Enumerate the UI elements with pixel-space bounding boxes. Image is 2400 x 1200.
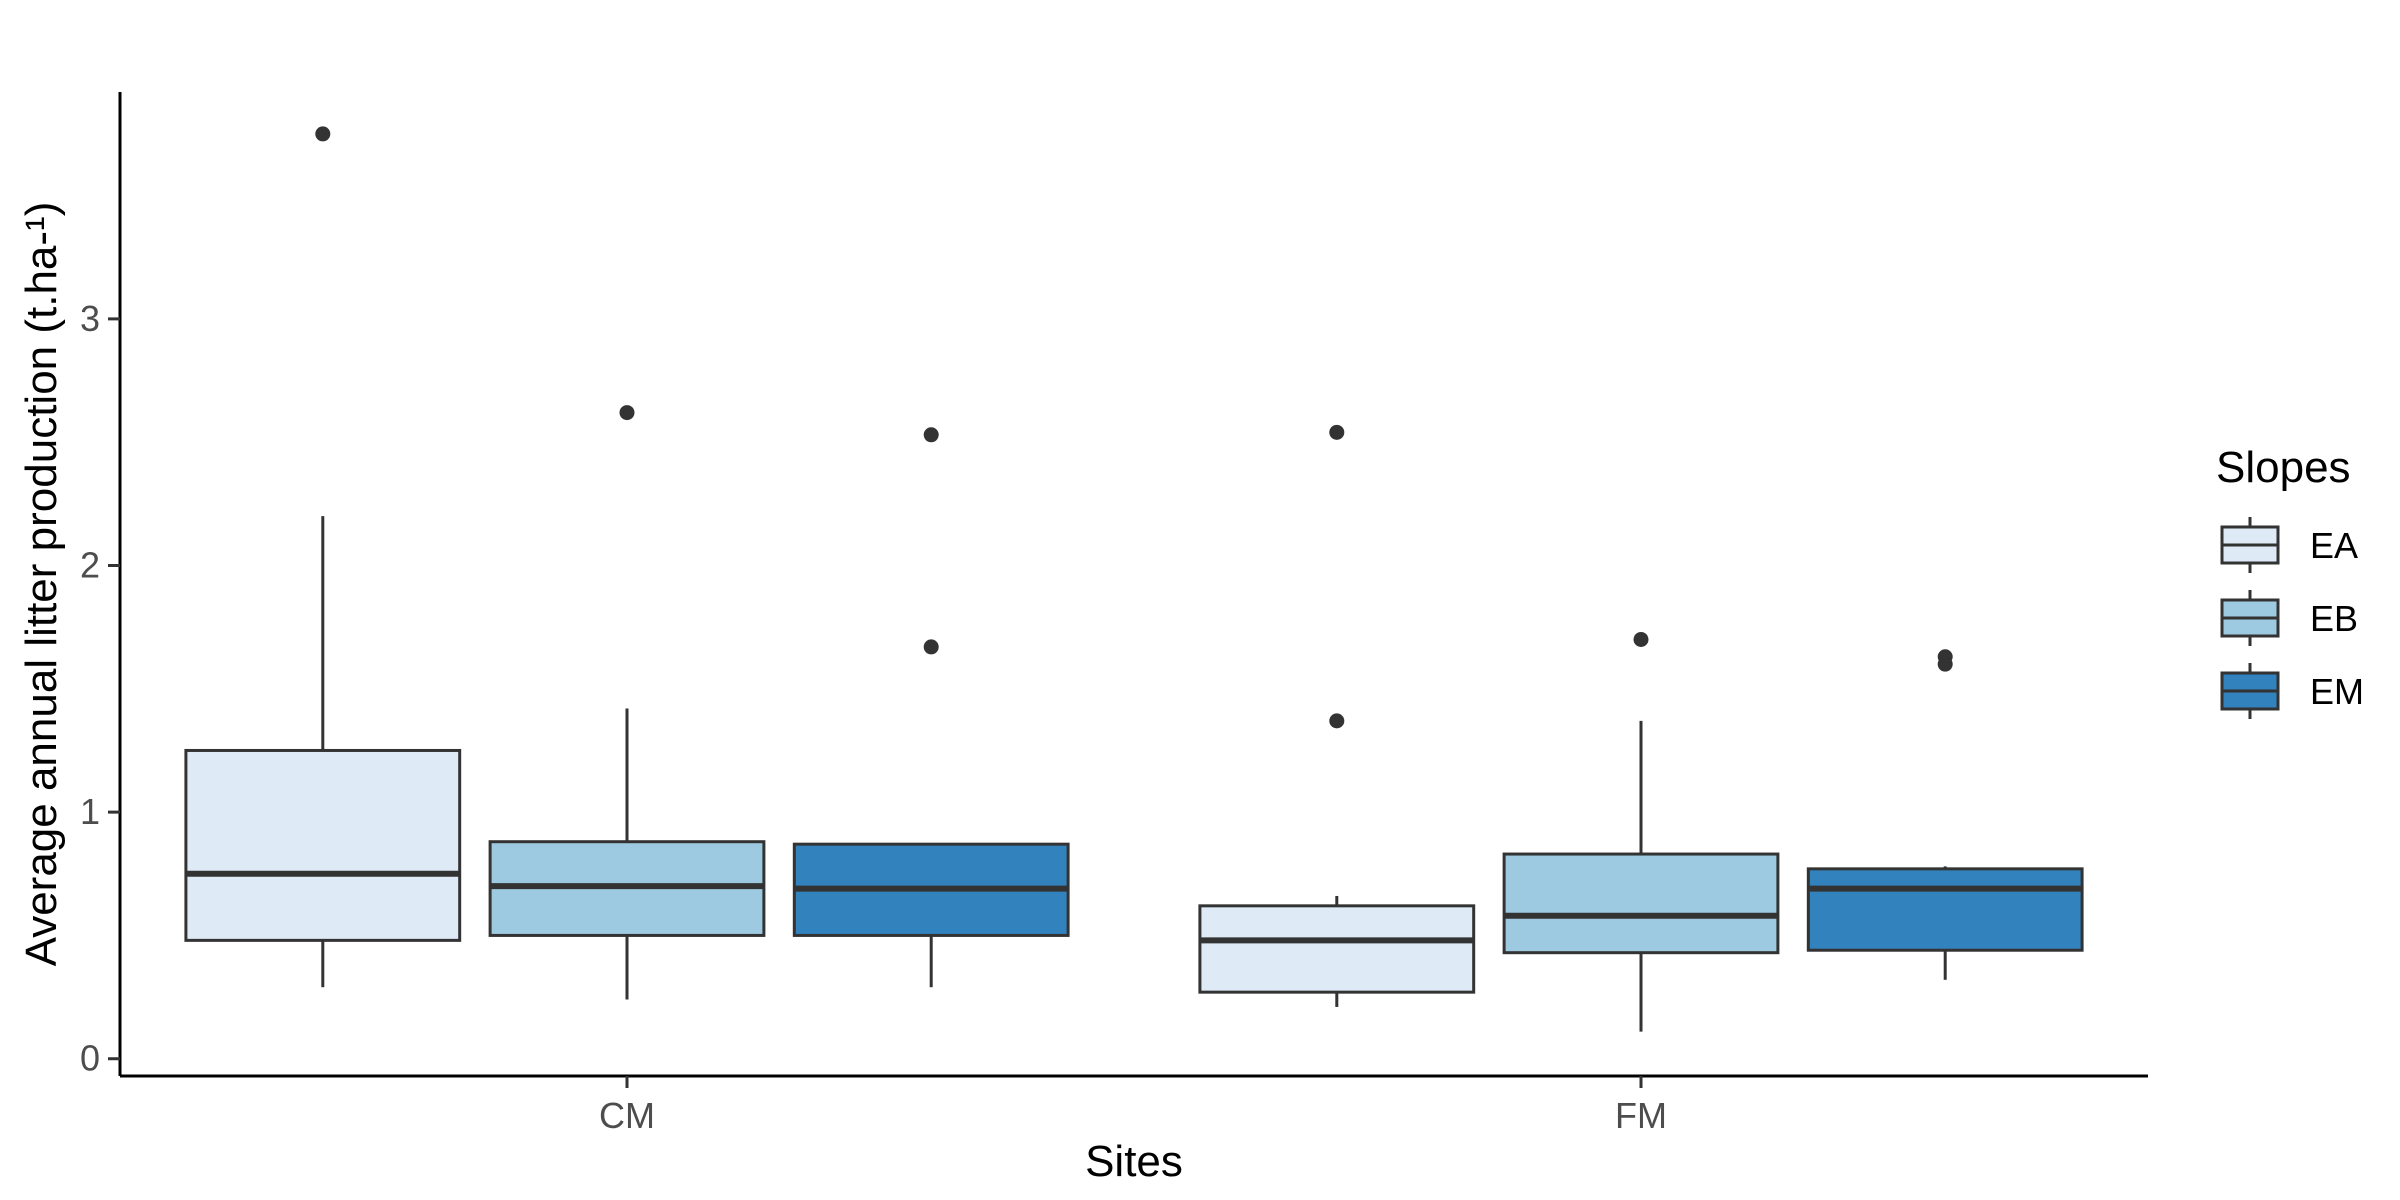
y-tick-label: 2 <box>80 545 100 586</box>
outlier-point <box>619 405 635 421</box>
plot-area <box>184 126 2084 1032</box>
legend-label: EB <box>2310 598 2358 639</box>
box-iqr <box>184 748 462 942</box>
y-tick-label: 1 <box>80 791 100 832</box>
outlier-point <box>923 427 939 443</box>
y-tick-label: 3 <box>80 298 100 339</box>
y-tick-label: 0 <box>80 1038 100 1079</box>
box-EA-CM <box>184 126 462 988</box>
x-axis-title: Sites <box>1085 1137 1183 1186</box>
legend-label: EA <box>2310 525 2358 566</box>
outlier-point <box>1937 649 1953 665</box>
outlier-point <box>1633 631 1649 647</box>
x-tick-label: FM <box>1615 1095 1667 1136</box>
legend-title: Slopes <box>2216 443 2351 492</box>
box-EB-CM <box>488 405 766 1000</box>
box-EA-FM <box>1198 424 1476 1007</box>
legend: Slopes EA EB EM <box>2216 443 2364 719</box>
axes <box>118 92 2148 1078</box>
box-EB-FM <box>1502 631 1780 1032</box>
ticks: 0 1 2 3 CM FM <box>80 298 1667 1136</box>
box-iqr <box>1198 904 1476 994</box>
box-EM-FM <box>1806 649 2084 980</box>
legend-label: EM <box>2310 671 2364 712</box>
box-EM-CM <box>792 427 1070 988</box>
legend-key-EB <box>2220 590 2280 646</box>
y-axis-title: Average annual litter production (t.ha-¹… <box>17 202 66 967</box>
legend-key-EM <box>2220 663 2280 719</box>
x-tick-label: CM <box>599 1095 655 1136</box>
outlier-point <box>1329 713 1345 729</box>
box-iqr <box>1806 867 2084 952</box>
legend-key-EA <box>2220 517 2280 573</box>
box-iqr <box>1502 852 1780 955</box>
outlier-point <box>315 126 331 142</box>
outlier-point <box>1329 424 1345 440</box>
outlier-point <box>923 639 939 655</box>
